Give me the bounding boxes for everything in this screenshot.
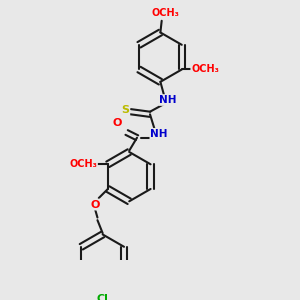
Text: S: S [121, 105, 129, 116]
Text: OCH₃: OCH₃ [152, 8, 179, 18]
Text: O: O [113, 118, 122, 128]
Text: OCH₃: OCH₃ [191, 64, 219, 74]
Text: Cl: Cl [97, 294, 109, 300]
Text: NH: NH [159, 95, 177, 105]
Text: NH: NH [150, 129, 168, 139]
Text: O: O [90, 200, 100, 210]
Text: OCH₃: OCH₃ [69, 159, 97, 169]
